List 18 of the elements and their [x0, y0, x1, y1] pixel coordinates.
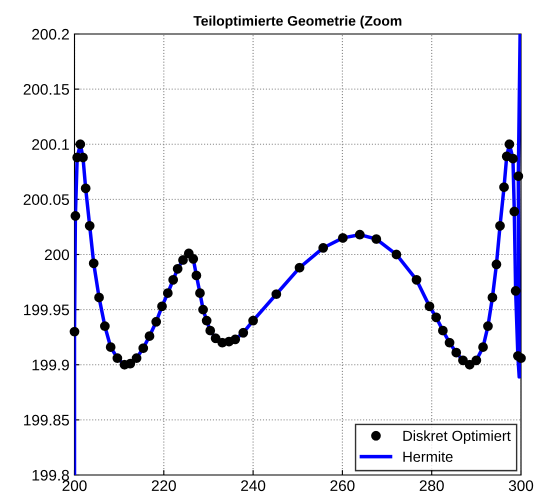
y-tick-label: 200.15: [24, 84, 70, 95]
legend-label: Hermite: [403, 451, 453, 462]
y-tick-label: 199.8: [32, 470, 69, 481]
x-tick-label: 260: [330, 480, 355, 492]
x-tick-label: 240: [241, 480, 266, 492]
y-tick-label: 199.95: [24, 304, 70, 316]
y-tick-label: 199.85: [24, 414, 70, 426]
x-tick-label: 220: [152, 480, 176, 492]
y-tick-label: 200.2: [32, 28, 69, 40]
y-tick-label: 200.1: [32, 139, 69, 150]
x-tick-label: 280: [420, 480, 444, 492]
y-tick-label: 200: [44, 249, 70, 260]
x-tick-label: 300: [508, 480, 534, 492]
legend-label: Diskret Optimiert: [403, 430, 511, 444]
y-tick-label: 199.9: [32, 360, 69, 370]
x-tick-label: 200: [62, 480, 87, 492]
y-tick-label: 200.05: [24, 194, 70, 206]
chart-title: Teiloptimierte Geometrie (Zoom: [193, 16, 402, 29]
